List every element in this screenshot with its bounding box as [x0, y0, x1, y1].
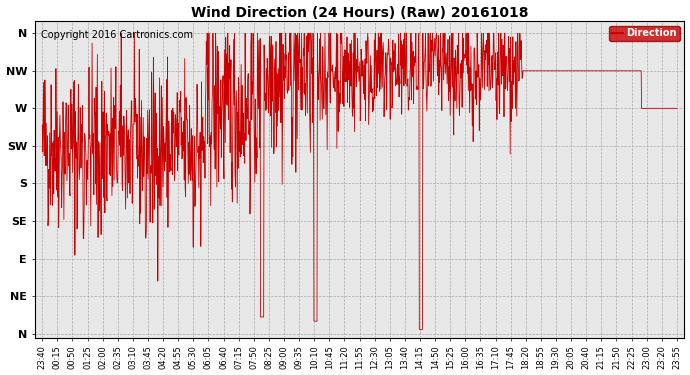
- Title: Wind Direction (24 Hours) (Raw) 20161018: Wind Direction (24 Hours) (Raw) 20161018: [191, 6, 529, 20]
- Text: Copyright 2016 Cartronics.com: Copyright 2016 Cartronics.com: [41, 30, 193, 40]
- Legend: Direction: Direction: [609, 26, 680, 41]
